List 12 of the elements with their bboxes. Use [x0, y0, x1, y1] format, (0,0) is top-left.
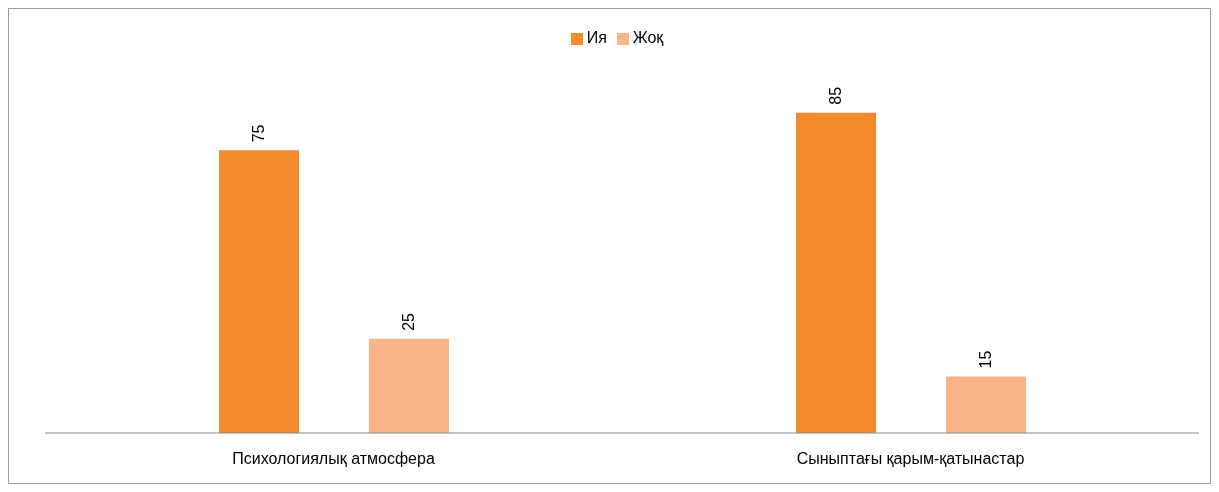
- data-label: 75: [250, 124, 268, 143]
- bar: [946, 376, 1026, 433]
- bar: [219, 150, 299, 433]
- data-label: 25: [400, 312, 418, 331]
- x-tick-label: Психологиялық атмосфера: [232, 450, 435, 468]
- data-label: 15: [977, 350, 995, 369]
- legend-label: Жоқ: [632, 29, 664, 46]
- data-label: 85: [827, 86, 845, 105]
- legend-label: Ия: [586, 29, 607, 46]
- bar: [369, 338, 449, 433]
- bar: [796, 112, 876, 433]
- x-tick-label: Сыныптағы қарым-қатынастар: [796, 450, 1025, 468]
